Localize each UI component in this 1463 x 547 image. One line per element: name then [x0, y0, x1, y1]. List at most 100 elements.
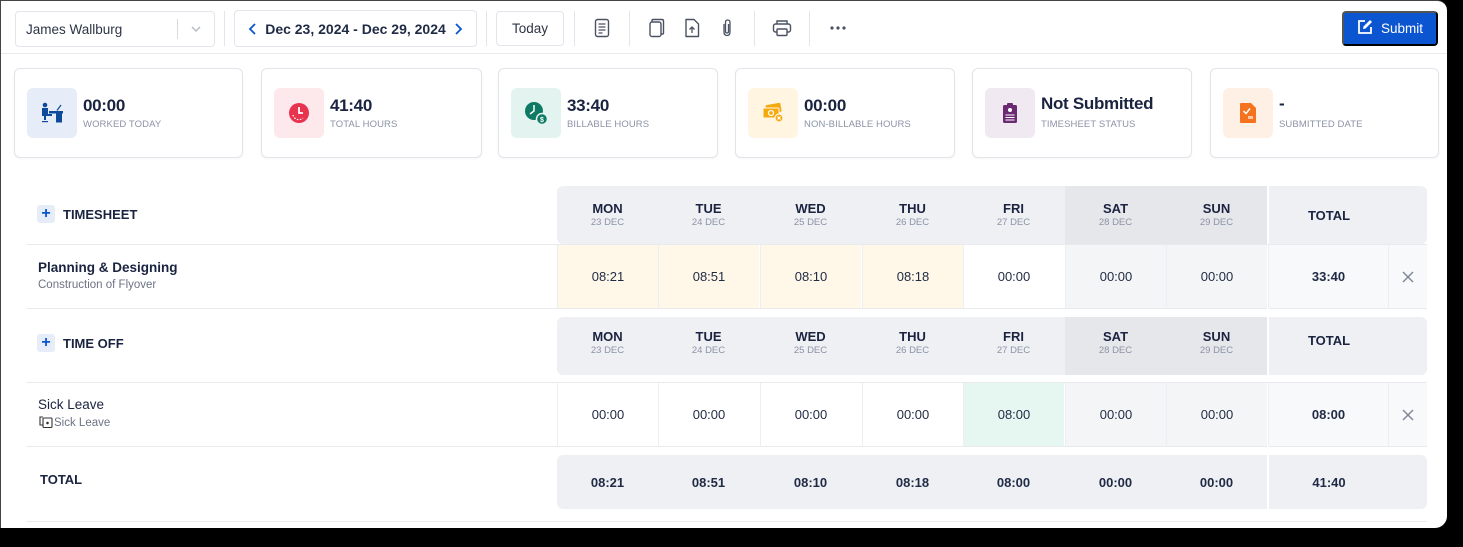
employee-select[interactable]: James Wallburg: [15, 11, 215, 47]
row-total: 33:40: [1268, 245, 1388, 308]
day-header-tue: TUE 24 DEC: [691, 201, 726, 228]
total-cell-mon: 08:21: [590, 474, 625, 490]
timeoff-cell-sat[interactable]: 00:00: [1065, 383, 1166, 446]
stat-value: -: [1279, 94, 1285, 113]
grand-total: 41:40: [1312, 474, 1346, 490]
chevron-down-icon[interactable]: [178, 22, 214, 36]
total-cell-thu: 08:18: [895, 474, 930, 490]
stat-label: BILLABLE HOURS: [567, 119, 650, 130]
timesheet-row-label: Planning & Designing Construction of Fly…: [38, 260, 178, 291]
total-cell-fri: 08:00: [996, 474, 1031, 490]
totals-divider: [1267, 446, 1269, 521]
row-divider: [26, 382, 1427, 383]
timeoff-cell-sun[interactable]: 00:00: [1166, 383, 1267, 446]
print-icon[interactable]: [771, 16, 793, 40]
totals-band: [557, 455, 1427, 509]
stat-card-total-hours: 41:40 TOTAL HOURS: [261, 68, 482, 158]
total-header: TOTAL: [1307, 333, 1351, 348]
stat-card-worked-today: 00:00 WORKED TODAY: [14, 68, 243, 158]
stat-value: 33:40: [567, 96, 609, 115]
timeoff-cell-fri[interactable]: 08:00: [963, 383, 1064, 446]
date-range-label[interactable]: Dec 23, 2024 - Dec 29, 2024: [265, 20, 446, 37]
day-header-mon: MON 23 DEC: [590, 201, 625, 228]
date-range-navigator: Dec 23, 2024 - Dec 29, 2024: [234, 10, 477, 47]
timesheet-window: James Wallburg Dec 23, 2024 - Dec 29, 20…: [0, 0, 1447, 528]
project-name: Construction of Flyover: [38, 279, 157, 291]
add-timesheet-plus-icon[interactable]: +: [37, 205, 55, 223]
timeoff-cell-tue[interactable]: 00:00: [658, 383, 759, 446]
hours-cell-mon[interactable]: 08:21: [557, 245, 658, 308]
svg-text:$: $: [540, 117, 544, 124]
day-header-sat: SAT 28 DEC: [1098, 329, 1133, 356]
leave-type: Sick Leave: [38, 397, 105, 412]
next-week-chevron-icon[interactable]: [450, 19, 466, 39]
more-icon[interactable]: [827, 16, 849, 40]
leave-policy: Sick Leave: [38, 414, 110, 431]
leave-policy-label: Sick Leave: [54, 416, 111, 429]
stat-card-non-billable-hours: 00:00 NON-BILLABLE HOURS: [735, 68, 955, 158]
timeoff-row-label: Sick Leave Sick Leave: [38, 397, 110, 431]
non-billable-money-icon: [748, 88, 798, 138]
edit-icon: [1357, 19, 1373, 38]
day-header-mon: MON 23 DEC: [590, 329, 625, 356]
divider: [224, 11, 225, 46]
stat-label: TIMESHEET STATUS: [1041, 119, 1136, 130]
timesheet-days-header: [557, 186, 1427, 244]
stat-label: NON-BILLABLE HOURS: [804, 119, 911, 130]
timeoff-cell-thu[interactable]: 00:00: [862, 383, 963, 446]
timeoff-cell-mon[interactable]: 00:00: [557, 383, 658, 446]
timeoff-cell-wed[interactable]: 00:00: [760, 383, 861, 446]
total-cell-sun: 00:00: [1199, 474, 1234, 490]
hours-cell-thu[interactable]: 08:18: [862, 245, 963, 308]
stat-value: Not Submitted: [1041, 94, 1154, 113]
hours-cell-fri[interactable]: 00:00: [963, 245, 1064, 308]
add-timeoff-plus-icon[interactable]: +: [37, 334, 55, 352]
stat-value: 00:00: [83, 96, 125, 115]
day-header-fri: FRI 27 DEC: [996, 201, 1031, 228]
total-cell-sat: 00:00: [1098, 474, 1133, 490]
total-header: TOTAL: [1307, 208, 1351, 223]
attachment-icon[interactable]: [716, 16, 738, 40]
total-cell-tue: 08:51: [691, 474, 726, 490]
header-divider: [1267, 186, 1269, 244]
remove-timeoff-close-icon[interactable]: [1388, 383, 1427, 446]
hours-cell-sun[interactable]: 00:00: [1166, 245, 1267, 308]
day-header-thu: THU 26 DEC: [895, 329, 930, 356]
submitted-file-icon: [1223, 88, 1273, 138]
today-button[interactable]: Today: [496, 11, 564, 46]
row-divider: [26, 244, 1427, 245]
total-cell-wed: 08:10: [793, 474, 828, 490]
stat-value: 41:40: [330, 96, 372, 115]
toolbar: James Wallburg Dec 23, 2024 - Dec 29, 20…: [1, 1, 1447, 54]
copy-icon[interactable]: [646, 16, 668, 40]
day-header-wed: WED 25 DEC: [793, 329, 828, 356]
clock-icon: [274, 88, 324, 138]
clipboard-status-icon: [985, 88, 1035, 138]
row-divider: [26, 308, 1427, 309]
row-total: 08:00: [1268, 383, 1388, 446]
task-name: Planning & Designing: [38, 260, 178, 275]
upload-icon[interactable]: [681, 16, 703, 40]
day-header-sat: SAT 28 DEC: [1098, 201, 1133, 228]
leave-policy-icon: [38, 414, 54, 431]
day-header-fri: FRI 27 DEC: [996, 329, 1031, 356]
stat-value: 00:00: [804, 96, 846, 115]
stat-card-timesheet-status: Not Submitted TIMESHEET STATUS: [972, 68, 1192, 158]
prev-week-chevron-icon[interactable]: [245, 19, 261, 39]
hours-cell-wed[interactable]: 08:10: [760, 245, 861, 308]
hours-cell-tue[interactable]: 08:51: [658, 245, 759, 308]
divider: [574, 11, 575, 46]
submit-label: Submit: [1380, 21, 1424, 36]
stat-label: SUBMITTED DATE: [1279, 119, 1363, 130]
notes-icon[interactable]: [591, 16, 613, 40]
remove-row-close-icon[interactable]: [1388, 245, 1427, 308]
stat-card-submitted-date: - SUBMITTED DATE: [1210, 68, 1439, 158]
worker-desk-icon: [27, 88, 77, 138]
divider: [629, 11, 630, 46]
day-header-sun: SUN 29 DEC: [1199, 201, 1234, 228]
submit-button[interactable]: Submit: [1342, 11, 1438, 46]
hours-cell-sat[interactable]: 00:00: [1065, 245, 1166, 308]
billable-clock-icon: $: [511, 88, 561, 138]
divider: [754, 11, 755, 46]
stat-label: WORKED TODAY: [83, 119, 162, 130]
